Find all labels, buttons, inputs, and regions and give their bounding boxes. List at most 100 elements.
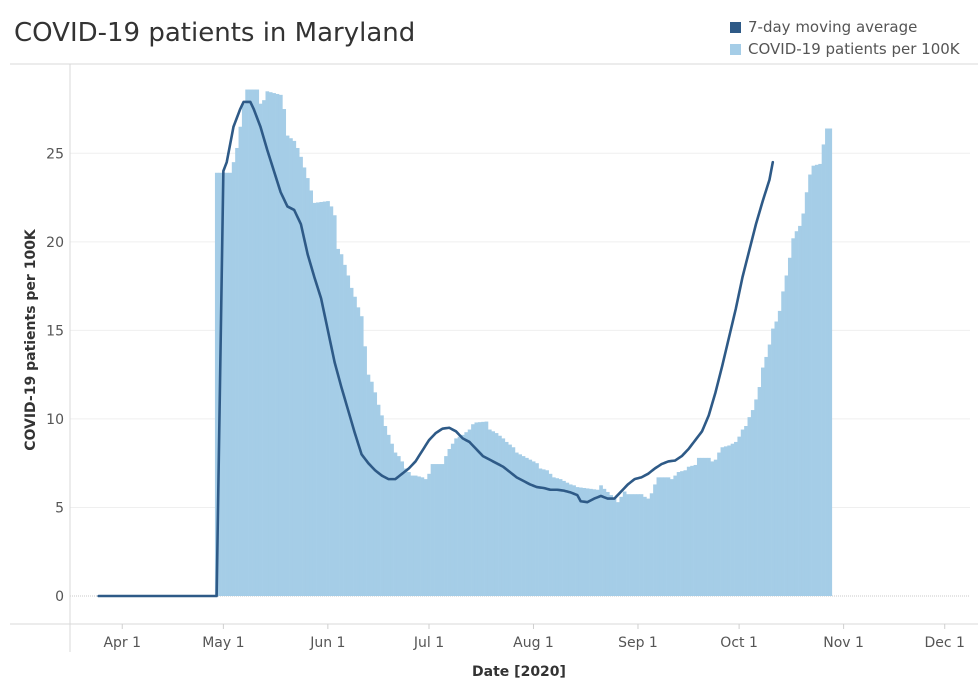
bar[interactable] xyxy=(498,435,502,596)
bar[interactable] xyxy=(508,444,512,596)
bar[interactable] xyxy=(305,178,310,596)
bar[interactable] xyxy=(754,399,758,596)
bar[interactable] xyxy=(225,172,229,596)
bar[interactable] xyxy=(727,445,731,596)
bar[interactable] xyxy=(491,431,496,596)
bar[interactable] xyxy=(653,484,657,596)
bar[interactable] xyxy=(700,457,705,597)
bar[interactable] xyxy=(734,441,738,596)
bar[interactable] xyxy=(595,489,600,596)
bar[interactable] xyxy=(521,456,526,596)
bar[interactable] xyxy=(525,457,529,597)
bar[interactable] xyxy=(555,478,560,596)
bar[interactable] xyxy=(811,165,816,596)
bar[interactable] xyxy=(457,436,462,597)
bar[interactable] xyxy=(757,387,762,596)
bar[interactable] xyxy=(784,275,789,596)
bar[interactable] xyxy=(252,89,256,596)
bar[interactable] xyxy=(568,484,573,596)
bar[interactable] xyxy=(720,447,725,596)
bar[interactable] xyxy=(562,480,566,596)
bar[interactable] xyxy=(737,436,742,597)
bar[interactable] xyxy=(690,465,694,596)
bar[interactable] xyxy=(771,328,775,596)
bar[interactable] xyxy=(444,456,448,596)
bar[interactable] xyxy=(575,487,580,596)
bar[interactable] xyxy=(821,144,826,596)
bar[interactable] xyxy=(289,138,293,597)
bar[interactable] xyxy=(309,190,313,597)
bar[interactable] xyxy=(343,264,347,596)
bar[interactable] xyxy=(767,344,772,596)
bar[interactable] xyxy=(383,426,388,596)
bar[interactable] xyxy=(693,464,698,596)
bar[interactable] xyxy=(713,459,718,596)
bar[interactable] xyxy=(531,461,536,596)
bar[interactable] xyxy=(703,457,708,597)
bar[interactable] xyxy=(528,459,533,596)
bar[interactable] xyxy=(548,473,553,596)
bar[interactable] xyxy=(501,438,506,596)
bar-series[interactable] xyxy=(214,89,833,597)
bar[interactable] xyxy=(312,202,317,596)
bar[interactable] xyxy=(801,213,806,597)
bar[interactable] xyxy=(474,422,479,596)
bar[interactable] xyxy=(686,466,691,596)
bar[interactable] xyxy=(487,429,492,596)
bar[interactable] xyxy=(214,172,219,596)
bar[interactable] xyxy=(430,464,435,596)
bar[interactable] xyxy=(558,479,563,597)
bar[interactable] xyxy=(798,225,802,596)
bar[interactable] xyxy=(477,422,482,596)
bar[interactable] xyxy=(602,488,607,596)
bar[interactable] xyxy=(437,464,442,596)
bar[interactable] xyxy=(828,128,833,597)
bar[interactable] xyxy=(545,470,549,596)
bar[interactable] xyxy=(471,424,475,596)
bar[interactable] xyxy=(484,421,489,596)
bar[interactable] xyxy=(818,163,822,597)
bar[interactable] xyxy=(427,473,431,596)
bar[interactable] xyxy=(747,417,752,596)
bar[interactable] xyxy=(541,469,546,596)
bar[interactable] xyxy=(423,479,428,597)
bar[interactable] xyxy=(322,201,327,597)
bar[interactable] xyxy=(413,475,418,596)
bar[interactable] xyxy=(643,496,647,596)
bar[interactable] xyxy=(666,477,671,596)
bar[interactable] xyxy=(777,310,782,596)
bar[interactable] xyxy=(599,485,603,596)
bar[interactable] xyxy=(612,498,617,596)
bar[interactable] xyxy=(639,494,644,596)
bar[interactable] xyxy=(268,92,273,596)
bar[interactable] xyxy=(585,488,590,596)
bar[interactable] xyxy=(285,135,290,596)
bar[interactable] xyxy=(804,192,809,596)
bar[interactable] xyxy=(656,477,661,596)
bar[interactable] xyxy=(730,443,735,596)
bar[interactable] xyxy=(346,275,351,596)
bar[interactable] xyxy=(582,487,587,596)
bar[interactable] xyxy=(464,432,469,596)
bar[interactable] xyxy=(626,494,630,596)
bar[interactable] xyxy=(744,426,748,596)
bar[interactable] xyxy=(282,109,287,597)
bar[interactable] xyxy=(461,434,465,596)
bar[interactable] xyxy=(366,374,371,596)
moving-average-line[interactable] xyxy=(97,100,775,598)
bar[interactable] xyxy=(299,156,303,596)
bar[interactable] xyxy=(454,438,458,596)
bar[interactable] xyxy=(494,433,499,596)
moving-average-series[interactable] xyxy=(97,100,775,598)
bar[interactable] xyxy=(316,202,320,596)
bar[interactable] xyxy=(272,93,276,596)
bar[interactable] xyxy=(332,215,337,596)
bar[interactable] xyxy=(447,449,452,596)
bar[interactable] xyxy=(403,468,408,597)
bar[interactable] xyxy=(814,164,819,597)
bar[interactable] xyxy=(794,231,799,596)
bar[interactable] xyxy=(450,443,455,596)
bar[interactable] xyxy=(646,498,651,596)
bar[interactable] xyxy=(740,429,745,596)
